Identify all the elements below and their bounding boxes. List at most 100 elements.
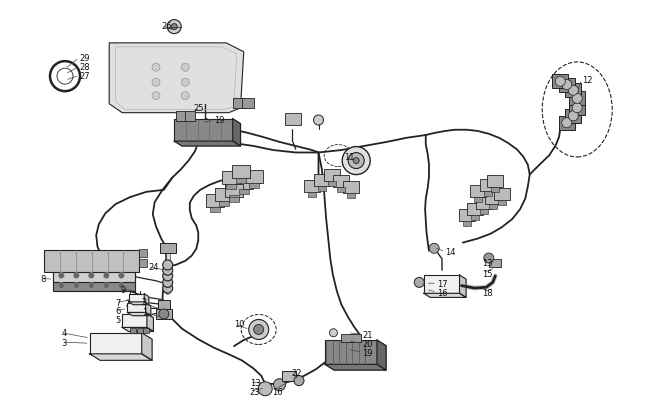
Circle shape <box>171 25 177 30</box>
Circle shape <box>562 118 572 128</box>
Circle shape <box>562 80 572 90</box>
Polygon shape <box>146 303 151 316</box>
Bar <box>566 110 581 124</box>
Text: 5: 5 <box>116 315 121 324</box>
Polygon shape <box>424 294 466 298</box>
Circle shape <box>159 309 169 319</box>
Circle shape <box>353 158 359 164</box>
Bar <box>231 165 250 178</box>
Bar <box>484 191 491 196</box>
Circle shape <box>274 379 285 391</box>
Circle shape <box>88 273 94 279</box>
Text: 2: 2 <box>142 297 147 306</box>
Circle shape <box>348 153 364 169</box>
Bar <box>470 185 486 198</box>
Bar <box>304 180 320 192</box>
Circle shape <box>88 283 94 289</box>
Bar <box>559 117 575 130</box>
Text: 4: 4 <box>62 328 67 337</box>
Text: 1: 1 <box>142 307 147 316</box>
Circle shape <box>162 266 173 275</box>
Text: 17: 17 <box>437 279 447 288</box>
Bar <box>122 314 147 328</box>
Bar <box>235 177 253 190</box>
Bar <box>233 98 245 109</box>
Circle shape <box>162 271 173 281</box>
Circle shape <box>103 273 109 279</box>
Polygon shape <box>109 44 244 113</box>
Circle shape <box>568 86 578 96</box>
Bar <box>205 194 224 207</box>
Bar <box>222 171 240 184</box>
Bar <box>489 205 497 209</box>
Bar <box>219 202 229 207</box>
Circle shape <box>58 273 64 279</box>
Polygon shape <box>90 354 152 360</box>
Bar <box>424 275 460 294</box>
Bar <box>139 249 147 258</box>
Text: 6: 6 <box>116 307 121 315</box>
Bar <box>127 303 146 313</box>
Text: 19: 19 <box>214 116 225 125</box>
Bar <box>158 301 170 309</box>
Text: 16: 16 <box>437 288 447 297</box>
Polygon shape <box>147 314 153 332</box>
Bar <box>480 179 495 191</box>
Text: 13: 13 <box>250 378 260 387</box>
Circle shape <box>294 376 304 386</box>
Bar <box>467 203 482 215</box>
Bar <box>324 169 339 181</box>
Bar <box>136 328 143 333</box>
Polygon shape <box>142 333 152 360</box>
Bar <box>90 333 142 354</box>
Bar <box>129 294 144 302</box>
Text: 21: 21 <box>362 330 372 339</box>
Text: 8: 8 <box>40 274 46 283</box>
Text: 16: 16 <box>272 387 282 396</box>
Bar <box>244 170 263 183</box>
Bar <box>53 263 135 283</box>
Text: 24: 24 <box>148 263 159 272</box>
Text: 18: 18 <box>482 288 493 297</box>
Bar <box>174 119 233 142</box>
Circle shape <box>58 283 64 289</box>
Polygon shape <box>174 142 240 147</box>
Circle shape <box>162 278 173 288</box>
Text: 12: 12 <box>582 76 592 85</box>
Polygon shape <box>127 313 151 316</box>
Text: 20: 20 <box>362 339 372 348</box>
Circle shape <box>254 325 264 335</box>
Circle shape <box>73 283 79 289</box>
Circle shape <box>342 147 370 175</box>
Circle shape <box>118 283 124 289</box>
Bar <box>242 98 254 109</box>
Bar <box>314 174 330 186</box>
Bar <box>225 182 243 195</box>
Bar <box>337 187 345 192</box>
Circle shape <box>181 92 189 100</box>
Bar <box>229 198 239 202</box>
Circle shape <box>181 64 189 72</box>
Text: 15: 15 <box>482 269 493 278</box>
Text: 9: 9 <box>120 285 125 294</box>
Bar <box>225 185 243 198</box>
Circle shape <box>103 283 109 289</box>
Polygon shape <box>144 294 149 305</box>
Circle shape <box>181 79 189 87</box>
Bar <box>343 181 359 194</box>
Bar <box>488 175 503 187</box>
Bar <box>476 198 492 210</box>
Bar <box>44 251 139 273</box>
Circle shape <box>152 64 160 72</box>
Bar <box>53 269 135 291</box>
Circle shape <box>572 94 582 104</box>
Text: 3: 3 <box>62 338 67 347</box>
Bar <box>143 328 150 333</box>
Text: 28: 28 <box>79 63 90 72</box>
Circle shape <box>330 329 337 337</box>
Bar <box>156 309 172 319</box>
Bar <box>333 175 349 187</box>
Bar <box>325 340 377 364</box>
Bar <box>160 243 176 253</box>
Bar <box>226 184 236 189</box>
